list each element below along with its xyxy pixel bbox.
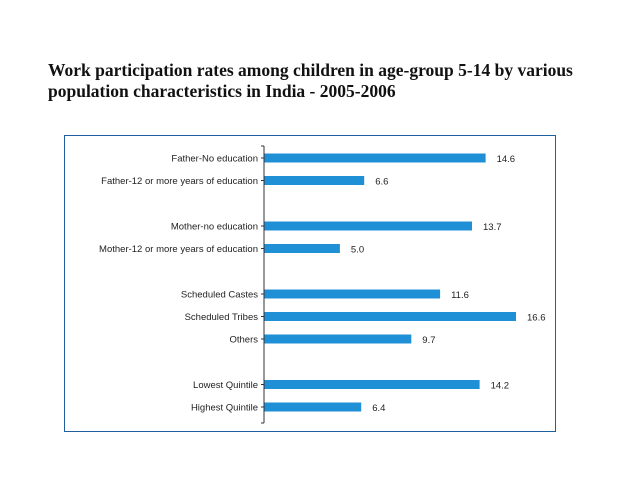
bar — [264, 380, 480, 389]
data-label: 13.7 — [483, 222, 502, 233]
category-label: Father-No education — [171, 154, 258, 165]
category-label: Others — [229, 335, 258, 346]
category-label: Scheduled Tribes — [185, 312, 259, 323]
data-label: 16.6 — [527, 313, 546, 324]
bar-chart: Father-No education 14.6 Father-12 or more… — [99, 145, 546, 424]
bar — [264, 312, 516, 321]
bar — [264, 221, 472, 231]
data-label: 14.2 — [491, 381, 510, 392]
chart-title-line1: Work participation rates among children … — [48, 60, 573, 80]
chart-title-line2: population characteristics in India - 20… — [48, 81, 396, 101]
data-label: 6.4 — [372, 403, 385, 414]
data-label: 6.6 — [375, 177, 388, 188]
chart-title: Work participation rates among children … — [48, 60, 628, 102]
category-label: Highest Quintile — [191, 403, 258, 414]
bar — [264, 402, 362, 412]
data-label: 9.7 — [422, 335, 435, 346]
bar — [264, 244, 340, 253]
data-label: 11.6 — [451, 290, 469, 301]
category-label: Mother-no education — [171, 222, 258, 233]
bar — [264, 153, 486, 163]
bar — [264, 176, 365, 185]
chart-frame: Father-No education 14.6 Father-12 or more… — [64, 135, 556, 432]
data-label: 5.0 — [351, 245, 364, 256]
category-label: Scheduled Castes — [181, 290, 258, 301]
bar — [264, 289, 441, 299]
category-label: Father-12 or more years of education — [101, 176, 258, 187]
bar — [264, 334, 412, 344]
data-label: 14.6 — [497, 154, 515, 165]
category-label: Lowest Quintile — [193, 380, 258, 391]
category-label: Mother-12 or more years of education — [99, 244, 258, 255]
